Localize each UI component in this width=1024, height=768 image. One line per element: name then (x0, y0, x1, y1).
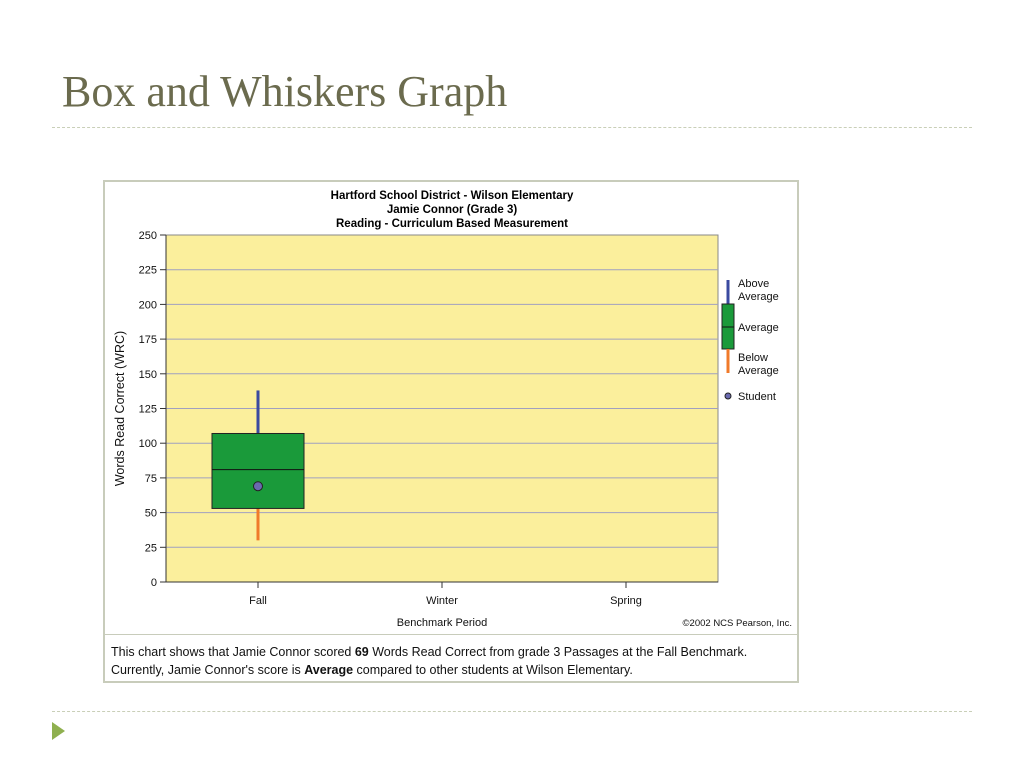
legend-below-label-1: Below (738, 352, 768, 364)
legend-average-label: Average (738, 322, 779, 334)
y-tick-label: 100 (139, 438, 157, 450)
y-tick-label: 150 (139, 369, 157, 381)
play-bullet-icon (52, 722, 65, 740)
title-divider (52, 127, 972, 128)
y-tick-label: 175 (139, 334, 157, 346)
copyright-label: ©2002 NCS Pearson, Inc. (683, 618, 792, 629)
average-box (211, 432, 305, 509)
legend-student-label: Student (738, 391, 776, 403)
footer-divider (52, 711, 972, 712)
y-tick-label: 25 (145, 542, 157, 554)
x-axis-label: Benchmark Period (397, 617, 488, 629)
chart-title-line: Reading - Curriculum Based Measurement (336, 218, 568, 230)
legend-above-label-2: Average (738, 291, 779, 303)
legend-student-swatch (724, 392, 732, 400)
legend-above-label-1: Above (738, 278, 769, 290)
caption-text-1: This chart shows that Jamie Connor score… (111, 645, 355, 659)
box-whisker-chart: Hartford School District - Wilson Elemen… (113, 190, 792, 629)
y-tick-label: 50 (145, 508, 157, 520)
y-tick-label: 250 (139, 230, 157, 242)
y-tick-label: 125 (139, 404, 157, 416)
y-tick-label: 200 (139, 299, 157, 311)
x-tick-label: Spring (610, 595, 642, 607)
y-axis-label: Words Read Correct (WRC) (113, 331, 127, 486)
y-tick-label: 225 (139, 265, 157, 277)
chart-title-line: Hartford School District - Wilson Elemen… (331, 190, 574, 202)
y-tick-label: 0 (151, 577, 157, 589)
slide-title: Box and Whiskers Graph (62, 67, 508, 116)
caption-rating: Average (304, 663, 354, 677)
chart-title-line: Jamie Connor (Grade 3) (387, 204, 518, 216)
caption-score: 69 (354, 645, 369, 659)
chart-figure: Hartford School District - Wilson Elemen… (103, 180, 799, 683)
student-marker (253, 481, 263, 492)
x-tick-label: Winter (426, 595, 458, 607)
x-tick-label: Fall (249, 595, 267, 607)
chart-caption: This chart shows that Jamie Connor score… (105, 634, 797, 683)
caption-text-2: Words Read Correct from grade 3 Passages… (111, 645, 748, 677)
legend-below-label-2: Average (738, 365, 779, 377)
y-tick-label: 75 (145, 473, 157, 485)
caption-text-3: compared to other students at Wilson Ele… (353, 663, 633, 677)
